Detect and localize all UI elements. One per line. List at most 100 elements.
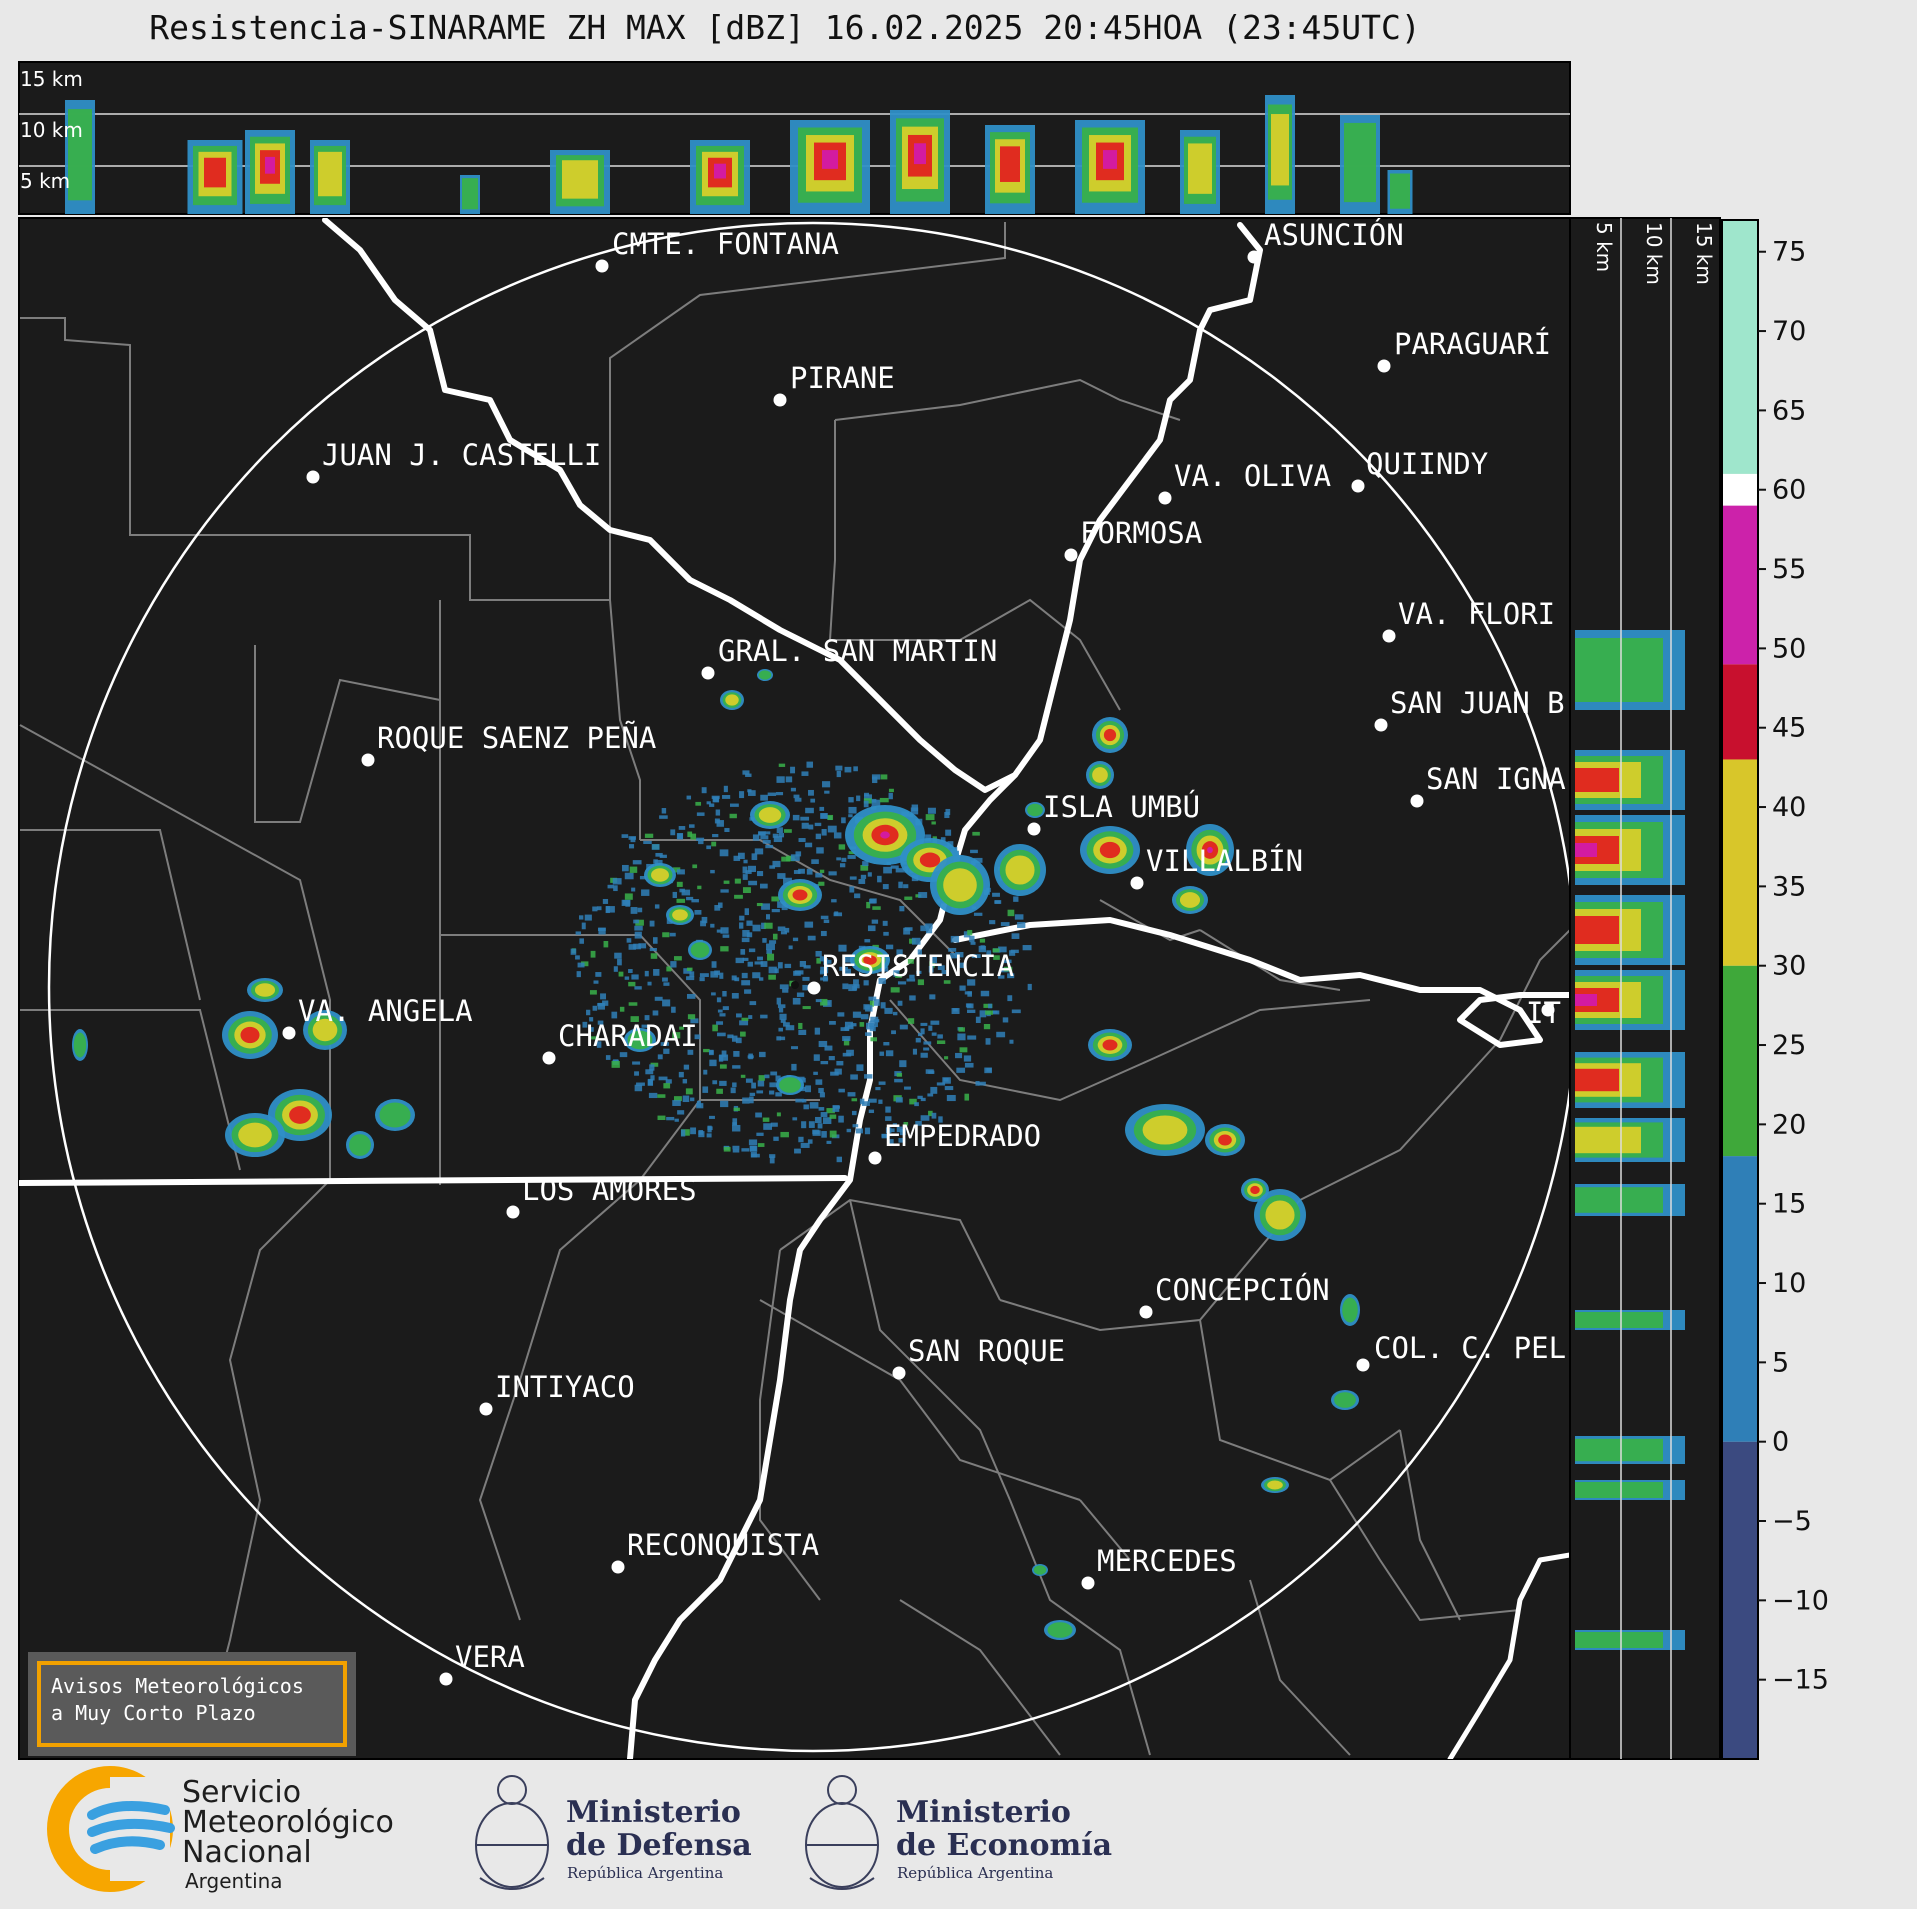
place-label: ROQUE SAENZ PEÑA bbox=[377, 721, 656, 755]
colorbar-tick-label: 45 bbox=[1772, 713, 1806, 744]
place-label: COL. C. PEL bbox=[1374, 1331, 1566, 1365]
place-marker bbox=[282, 1026, 296, 1040]
colorbar-segment-4 bbox=[1722, 664, 1758, 760]
top-height-label-10km: 10 km bbox=[20, 118, 83, 142]
place-label: ASUNCIÓN bbox=[1264, 218, 1404, 252]
place-marker bbox=[611, 1560, 625, 1574]
economia-line-1: Ministerio bbox=[896, 1795, 1071, 1830]
place-label: CHARADAI bbox=[558, 1019, 698, 1053]
place-marker bbox=[479, 1402, 493, 1416]
economia-line-2: de Economía bbox=[896, 1828, 1112, 1863]
place-label: VILLALBÍN bbox=[1146, 844, 1303, 878]
place-marker bbox=[1158, 491, 1172, 505]
colorbar-tick-label: −15 bbox=[1772, 1665, 1829, 1696]
place-marker bbox=[1356, 1358, 1370, 1372]
place-label: IT bbox=[1526, 996, 1561, 1030]
colorbar-tick-label: −10 bbox=[1772, 1585, 1829, 1616]
smn-line-3: Nacional bbox=[182, 1835, 312, 1870]
colorbar-tick-label: 25 bbox=[1772, 1030, 1806, 1061]
defensa-logo: Ministerio de Defensa República Argentin… bbox=[475, 1775, 752, 1890]
defensa-line-3: República Argentina bbox=[567, 1864, 723, 1882]
colorbar-tick-label: 40 bbox=[1772, 792, 1806, 823]
warning-line-2: a Muy Corto Plazo bbox=[51, 1701, 256, 1725]
place-label: LOS AMORES bbox=[522, 1173, 697, 1207]
side-height-label-10km: 10 km bbox=[1642, 222, 1666, 285]
place-label: MERCEDES bbox=[1097, 1544, 1237, 1578]
radar-figure: 15 km 10 km 5 km bbox=[18, 61, 1829, 1760]
side-profile-echoes bbox=[1575, 630, 1685, 1650]
place-marker bbox=[701, 666, 715, 680]
radar-site-marker bbox=[791, 981, 799, 989]
economia-line-3: República Argentina bbox=[897, 1864, 1053, 1882]
top-height-label-15km: 15 km bbox=[20, 67, 83, 91]
place-marker bbox=[1382, 629, 1396, 643]
place-label: SAN IGNA bbox=[1426, 762, 1566, 796]
place-marker bbox=[1541, 1003, 1555, 1017]
colorbar-segment-3 bbox=[1722, 759, 1758, 966]
colorbar-tick-label: 70 bbox=[1772, 316, 1806, 347]
place-label: VA. FLORI bbox=[1398, 597, 1555, 631]
place-marker bbox=[1139, 1305, 1153, 1319]
place-label: CONCEPCIÓN bbox=[1155, 1273, 1330, 1307]
smn-line-4: Argentina bbox=[185, 1869, 283, 1893]
range-ring bbox=[47, 221, 1570, 1753]
colorbar-segment-7 bbox=[1722, 220, 1758, 474]
colorbar-tick-label: 20 bbox=[1772, 1109, 1806, 1140]
smn-line-2: Meteorológico bbox=[182, 1805, 394, 1840]
place-label: VA. ANGELA bbox=[298, 994, 473, 1028]
colorbar-tick-label: 65 bbox=[1772, 395, 1806, 426]
side-height-label-15km: 15 km bbox=[1692, 222, 1716, 285]
colorbar-tick-label: 0 bbox=[1772, 1427, 1789, 1458]
colorbar-segment-1 bbox=[1722, 1156, 1758, 1442]
colorbar-tick-label: 75 bbox=[1772, 237, 1806, 268]
side-height-label-5km: 5 km bbox=[1592, 222, 1616, 272]
place-marker bbox=[361, 753, 375, 767]
economia-logo: Ministerio de Economía República Argenti… bbox=[805, 1775, 1112, 1890]
place-marker bbox=[1247, 250, 1261, 264]
colorbar-segment-0 bbox=[1722, 1441, 1758, 1759]
place-marker bbox=[1027, 822, 1041, 836]
colorbar-tick-label: 35 bbox=[1772, 871, 1806, 902]
coat-of-arms-icon bbox=[805, 1775, 879, 1890]
side-height-profile: 5 km 10 km 15 km bbox=[1569, 217, 1721, 1760]
defensa-line-1: Ministerio bbox=[566, 1795, 741, 1830]
place-label: GRAL. SAN MARTIN bbox=[718, 634, 997, 668]
place-label: SAN JUAN B bbox=[1390, 686, 1565, 720]
colorbar-tick-label: 10 bbox=[1772, 1268, 1806, 1299]
defensa-line-2: de Defensa bbox=[566, 1828, 752, 1863]
place-marker bbox=[1374, 718, 1388, 732]
place-marker bbox=[892, 1366, 906, 1380]
colorbar-segment-2 bbox=[1722, 965, 1758, 1157]
warning-box[interactable]: Avisos Meteorológicos a Muy Corto Plazo bbox=[28, 1652, 356, 1756]
place-label: RESISTENCIA bbox=[822, 949, 1014, 983]
place-label: ISLA UMBÚ bbox=[1043, 790, 1200, 824]
top-height-profile: 15 km 10 km 5 km bbox=[18, 61, 1571, 215]
smn-line-1: Servicio bbox=[182, 1775, 301, 1810]
place-marker bbox=[506, 1205, 520, 1219]
place-marker bbox=[542, 1051, 556, 1065]
place-marker bbox=[807, 981, 821, 995]
place-marker bbox=[1081, 1576, 1095, 1590]
colorbar-scale bbox=[1722, 220, 1758, 1759]
colorbar-tick-label: 55 bbox=[1772, 554, 1806, 585]
place-label: PIRANE bbox=[790, 361, 895, 395]
department-borders bbox=[19, 222, 1570, 1756]
place-marker bbox=[1130, 876, 1144, 890]
colorbar-tick-label: 50 bbox=[1772, 633, 1806, 664]
place-marker bbox=[1351, 479, 1365, 493]
place-label: SAN ROQUE bbox=[908, 1334, 1065, 1368]
reflectivity-echoes bbox=[72, 669, 1360, 1640]
place-label: QUIINDY bbox=[1366, 447, 1488, 481]
place-label: EMPEDRADO bbox=[884, 1119, 1041, 1153]
place-marker bbox=[1064, 548, 1078, 562]
place-marker bbox=[868, 1151, 882, 1165]
chart-title: Resistencia-SINARAME ZH MAX [dBZ] 16.02.… bbox=[149, 8, 1421, 47]
colorbar-segment-5 bbox=[1722, 505, 1758, 665]
place-marker bbox=[439, 1672, 453, 1686]
place-marker bbox=[595, 259, 609, 273]
place-label: VA. OLIVA bbox=[1174, 459, 1331, 493]
footer-logos: Servicio Meteorológico Nacional Argentin… bbox=[47, 1766, 1112, 1893]
place-marker bbox=[1410, 794, 1424, 808]
